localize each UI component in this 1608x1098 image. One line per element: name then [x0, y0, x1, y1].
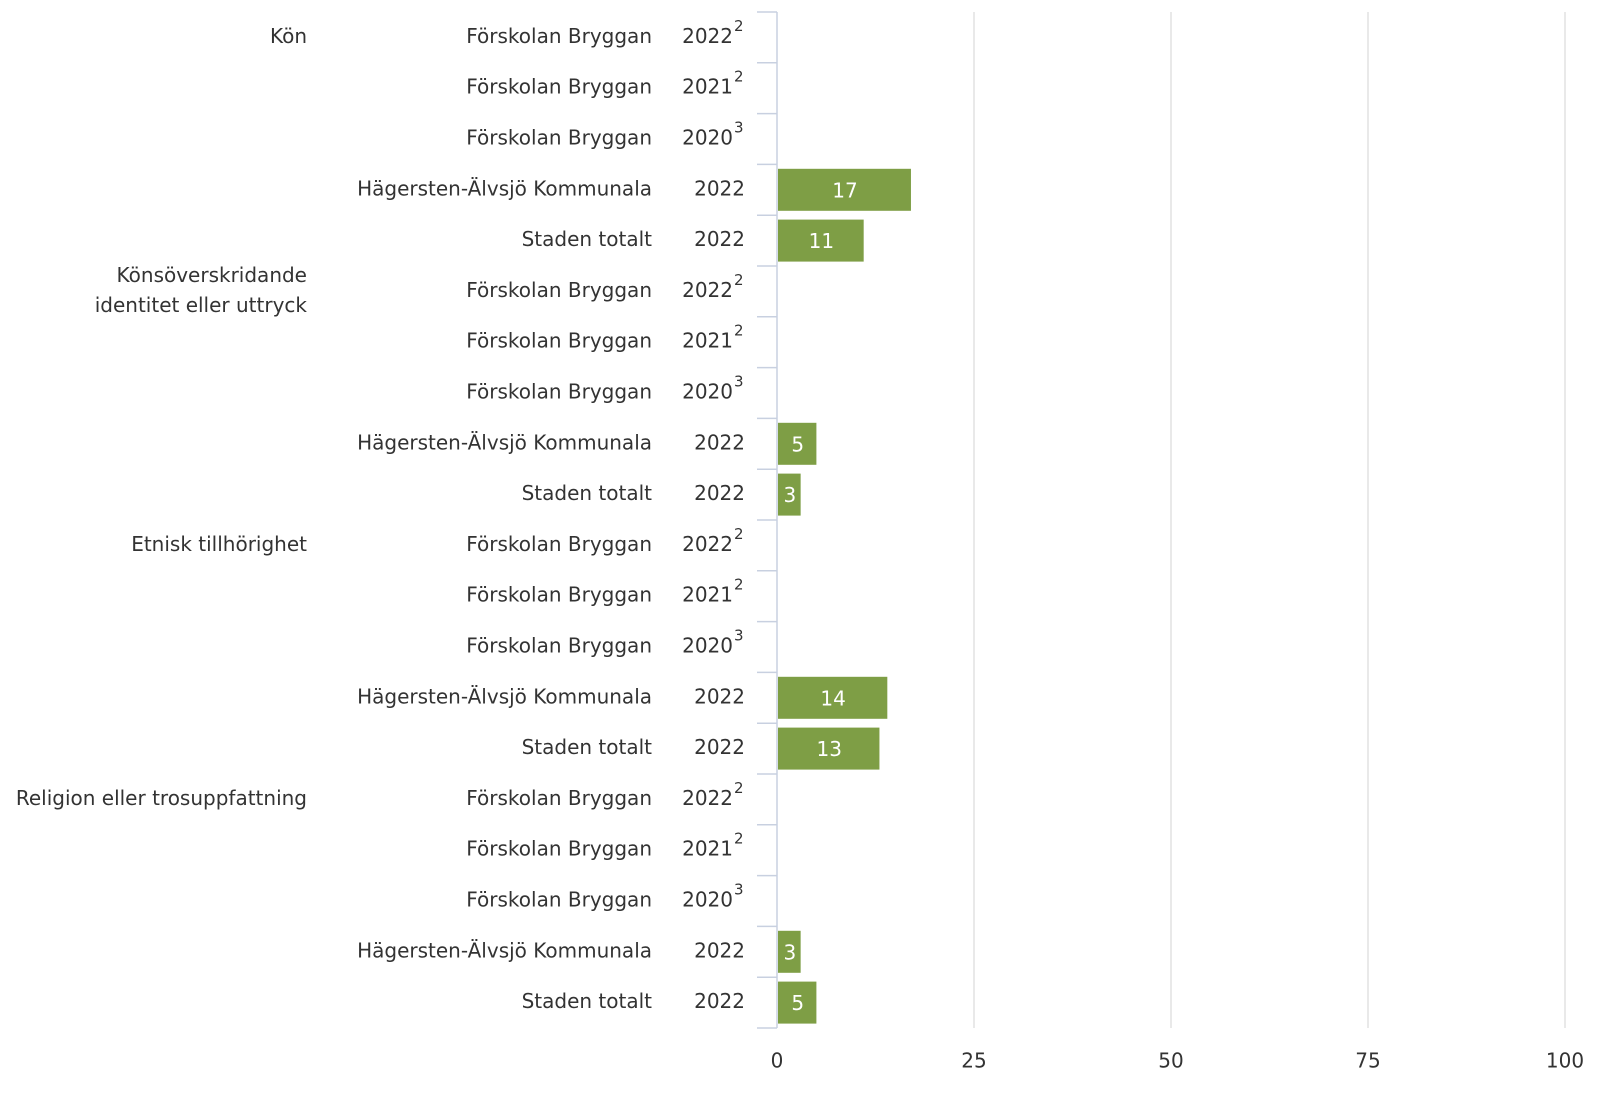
footnote: 3: [734, 627, 744, 645]
unit-label: Förskolan Bryggan: [466, 380, 652, 404]
year-label: 2022: [694, 481, 745, 505]
bar: [778, 676, 888, 719]
unit-label: Förskolan Bryggan: [466, 75, 652, 99]
unit-label: Staden totalt: [522, 227, 653, 251]
year-label: 2020: [682, 634, 733, 658]
unit-label: Förskolan Bryggan: [466, 837, 652, 861]
unit-label: Hägersten-Älvsjö Kommunala: [357, 430, 652, 454]
year-label: 2022: [694, 989, 745, 1013]
unit-label: Förskolan Bryggan: [466, 583, 652, 607]
year-label: 2022: [694, 684, 745, 708]
year-label: 2020: [682, 888, 733, 912]
year-label: 2022: [682, 24, 733, 48]
year-label: 2022: [694, 735, 745, 759]
bar: [778, 473, 801, 516]
year-label: 2022: [694, 227, 745, 251]
year-label: 2021: [682, 583, 733, 607]
unit-label: Förskolan Bryggan: [466, 786, 652, 810]
unit-label: Hägersten-Älvsjö Kommunala: [357, 176, 652, 200]
unit-label: Förskolan Bryggan: [466, 329, 652, 353]
group-label: Kön: [270, 24, 307, 48]
year-label: 2021: [682, 75, 733, 99]
value-label: 11: [809, 229, 834, 253]
footnote: 3: [734, 119, 744, 137]
unit-label: Staden totalt: [522, 735, 653, 759]
year-label: 2022: [694, 430, 745, 454]
unit-label: Förskolan Bryggan: [466, 24, 652, 48]
x-tick-label: 25: [961, 1049, 986, 1073]
unit-label: Förskolan Bryggan: [466, 888, 652, 912]
footnote: 2: [734, 17, 744, 35]
unit-label: Förskolan Bryggan: [466, 634, 652, 658]
bar: [778, 219, 864, 262]
bar: [778, 981, 817, 1024]
year-label: 2022: [682, 786, 733, 810]
footnote: 2: [734, 68, 744, 86]
unit-label: Staden totalt: [522, 989, 653, 1013]
footnote: 2: [734, 525, 744, 543]
footnote: 2: [734, 271, 744, 289]
year-label: 2021: [682, 837, 733, 861]
group-label: identitet eller uttryck: [95, 293, 308, 317]
value-label: 13: [816, 737, 841, 761]
year-label: 2022: [682, 278, 733, 302]
value-label: 17: [832, 178, 857, 202]
unit-label: Hägersten-Älvsjö Kommunala: [357, 684, 652, 708]
value-label: 5: [791, 991, 804, 1015]
unit-label: Förskolan Bryggan: [466, 532, 652, 556]
footnote: 3: [734, 881, 744, 899]
value-label: 5: [791, 432, 804, 456]
footnote: 2: [734, 779, 744, 797]
bar: [778, 727, 880, 770]
bar: [778, 930, 801, 973]
unit-label: Förskolan Bryggan: [466, 278, 652, 302]
bar: [778, 168, 911, 211]
footnote: 2: [734, 830, 744, 848]
footnote: 2: [734, 576, 744, 594]
year-label: 2022: [694, 176, 745, 200]
footnote: 3: [734, 373, 744, 391]
unit-label: Hägersten-Älvsjö Kommunala: [357, 938, 652, 962]
x-tick-label: 0: [771, 1049, 784, 1073]
x-tick-label: 100: [1546, 1049, 1584, 1073]
x-tick-label: 75: [1355, 1049, 1380, 1073]
year-label: 2020: [682, 126, 733, 150]
value-label: 14: [820, 686, 845, 710]
group-label: Könsöverskridande: [117, 263, 307, 287]
value-label: 3: [783, 483, 796, 507]
group-label: Religion eller trosuppfattning: [16, 786, 307, 810]
year-label: 2021: [682, 329, 733, 353]
year-label: 2022: [694, 938, 745, 962]
x-tick-label: 50: [1158, 1049, 1183, 1073]
bar: [778, 422, 817, 465]
year-label: 2022: [682, 532, 733, 556]
footnote: 2: [734, 322, 744, 340]
unit-label: Förskolan Bryggan: [466, 126, 652, 150]
value-label: 3: [783, 940, 796, 964]
unit-label: Staden totalt: [522, 481, 653, 505]
group-label: Etnisk tillhörighet: [131, 532, 307, 556]
year-label: 2020: [682, 380, 733, 404]
